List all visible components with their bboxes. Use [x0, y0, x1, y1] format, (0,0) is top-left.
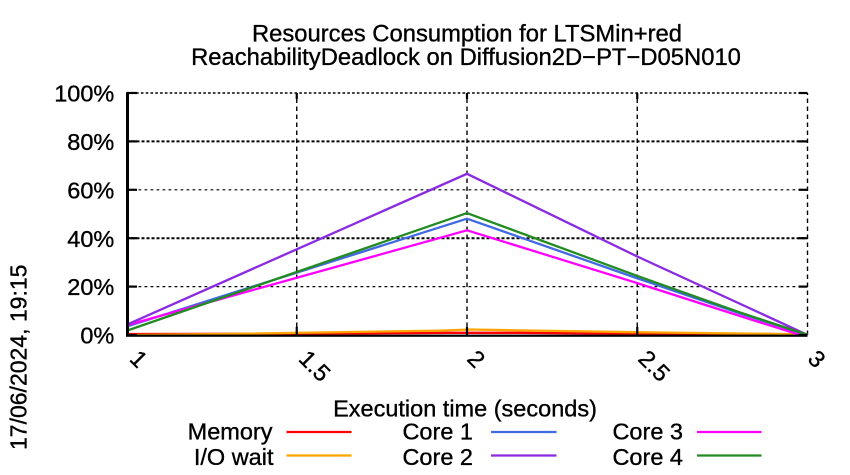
- svg-text:40%: 40%: [67, 226, 114, 252]
- svg-text:Core 1: Core 1: [402, 418, 473, 444]
- svg-text:Core 3: Core 3: [612, 418, 683, 444]
- svg-text:17/06/2024, 19:15: 17/06/2024, 19:15: [6, 265, 32, 450]
- svg-text:20%: 20%: [67, 274, 114, 300]
- svg-text:0%: 0%: [80, 323, 114, 349]
- svg-text:Resources Consumption for LTSM: Resources Consumption for LTSMin+red: [252, 21, 682, 48]
- svg-text:100%: 100%: [54, 81, 114, 107]
- svg-text:80%: 80%: [67, 129, 114, 155]
- svg-text:Execution time (seconds): Execution time (seconds): [333, 395, 597, 421]
- svg-text:60%: 60%: [67, 177, 114, 203]
- svg-text:Core 2: Core 2: [402, 444, 473, 470]
- svg-text:Core 4: Core 4: [612, 444, 683, 470]
- svg-text:Memory: Memory: [188, 418, 273, 444]
- svg-text:ReachabilityDeadlock on Diffus: ReachabilityDeadlock on Diffusion2D−PT−D…: [191, 44, 741, 71]
- svg-text:I/O wait: I/O wait: [194, 444, 274, 470]
